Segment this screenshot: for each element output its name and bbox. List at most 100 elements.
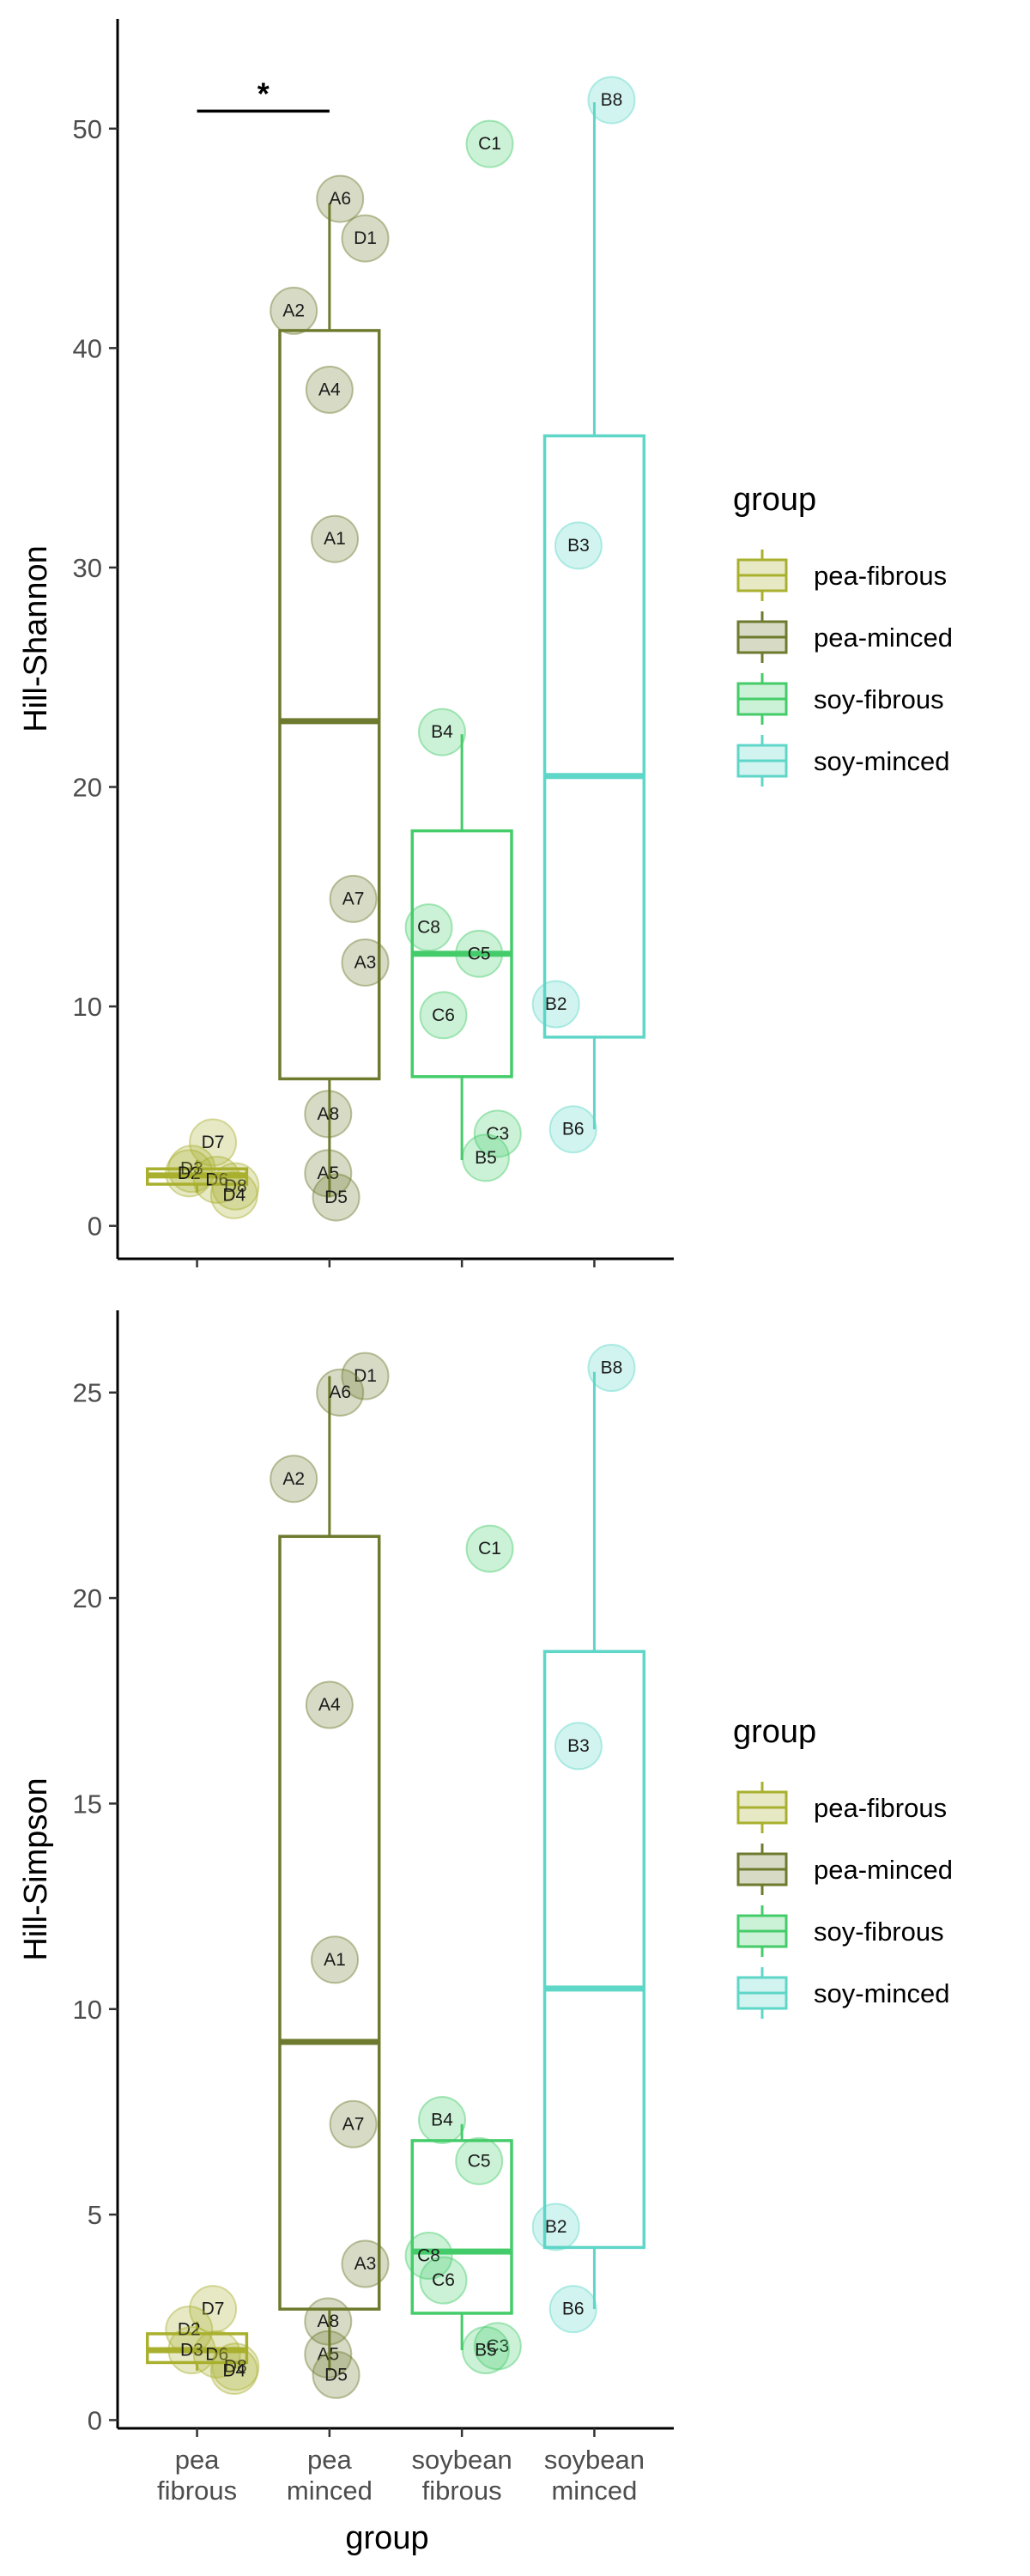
legend-label: pea-fibrous xyxy=(814,1793,947,1823)
point-marker xyxy=(404,903,453,952)
y-tick-label-30: 30 xyxy=(73,553,102,583)
point-A5: A5 xyxy=(304,1149,353,1198)
point-marker xyxy=(312,2350,360,2399)
point-marker xyxy=(304,1090,353,1139)
x-tick-label-soybean-minced: soybean minced xyxy=(544,2445,645,2506)
point-label: D6 xyxy=(205,2344,228,2364)
y-axis-title: Hill-Shannon xyxy=(18,545,54,732)
point-label: B8 xyxy=(601,1358,623,1378)
point-label: C3 xyxy=(486,2336,509,2356)
point-D2: D2 xyxy=(165,1149,214,1198)
y-tick-label-50: 50 xyxy=(73,114,102,144)
point-label: C3 xyxy=(486,1124,509,1144)
point-label: D5 xyxy=(324,1188,348,1207)
box-soy-minced xyxy=(542,1371,646,2310)
point-A8: A8 xyxy=(304,1090,353,1139)
point-D5: D5 xyxy=(312,1173,360,1222)
point-marker xyxy=(461,1133,510,1182)
legend: group pea-fibrous pea-minced soy-fibrous soy… xyxy=(733,1714,953,2019)
point-marker xyxy=(329,874,378,923)
point-label: B5 xyxy=(475,1148,497,1168)
point-C5: C5 xyxy=(455,2136,504,2185)
box-soy-fibrous xyxy=(410,2123,513,2351)
y-tick-label-5: 5 xyxy=(88,2200,102,2230)
point-label: B2 xyxy=(545,2217,567,2237)
point-label: A3 xyxy=(354,952,377,972)
point-label: A5 xyxy=(317,1163,339,1183)
legend-label: pea-minced xyxy=(814,623,953,653)
point-label: B8 xyxy=(601,90,623,110)
point-A4: A4 xyxy=(305,1680,354,1729)
point-marker xyxy=(312,1173,360,1222)
x-tick-label-line: minced xyxy=(551,2476,637,2506)
point-marker xyxy=(455,2136,504,2185)
x-tick-label-line: pea xyxy=(307,2445,352,2475)
point-marker xyxy=(531,980,580,1029)
point-label: D8 xyxy=(224,2357,247,2377)
point-label: D4 xyxy=(222,1185,245,1205)
point-marker xyxy=(341,214,390,263)
point-label: A6 xyxy=(329,189,351,209)
point-label: D1 xyxy=(354,1366,377,1386)
legend-entry-soy-fibrous: soy-fibrous xyxy=(736,1905,944,1957)
point-marker xyxy=(211,1162,260,1211)
point-marker xyxy=(587,76,636,125)
point-label: A1 xyxy=(324,1950,346,1970)
point-D6: D6 xyxy=(192,2330,241,2379)
point-marker xyxy=(329,2099,378,2148)
point-label: A5 xyxy=(317,2344,339,2364)
point-label: A2 xyxy=(282,1469,305,1489)
point-marker xyxy=(311,1935,360,1984)
point-D4: D4 xyxy=(209,2346,258,2395)
box-iqr xyxy=(542,1649,646,2250)
box-soy-minced xyxy=(542,102,646,1130)
point-A4: A4 xyxy=(305,365,354,414)
point-D3: D3 xyxy=(167,2326,216,2375)
point-C1: C1 xyxy=(465,1524,514,1573)
point-label: B3 xyxy=(567,1736,590,1756)
point-C3: C3 xyxy=(473,1109,522,1158)
legend-title: group xyxy=(733,1714,816,1750)
point-A6: A6 xyxy=(316,1368,365,1417)
point-label: A8 xyxy=(317,2312,339,2331)
point-marker xyxy=(305,365,354,414)
legend-label: pea-fibrous xyxy=(814,561,947,591)
point-A5: A5 xyxy=(304,2330,353,2379)
box-pea-fibrous xyxy=(145,1159,249,1194)
point-label: A4 xyxy=(318,1695,341,1715)
point-label: D6 xyxy=(205,1170,228,1189)
point-B4: B4 xyxy=(418,708,466,756)
point-B2: B2 xyxy=(531,2202,580,2251)
point-A1: A1 xyxy=(311,1935,360,1984)
y-tick-label-0: 0 xyxy=(88,2405,102,2435)
point-label: B5 xyxy=(475,2341,497,2360)
point-marker xyxy=(311,514,360,563)
point-marker xyxy=(419,991,468,1040)
point-marker xyxy=(341,1352,390,1400)
point-label: C6 xyxy=(432,2270,455,2290)
x-tick-label-soybean-fibrous: soybean fibrous xyxy=(412,2445,512,2506)
point-marker xyxy=(209,2346,258,2395)
x-tick-label-line: soybean xyxy=(412,2445,512,2475)
point-A8: A8 xyxy=(304,2297,353,2346)
point-marker xyxy=(270,1455,318,1504)
significance-label: * xyxy=(258,76,270,111)
point-B6: B6 xyxy=(548,2285,597,2334)
y-axis-title: Hill-Simpson xyxy=(18,1777,54,1960)
point-marker xyxy=(473,2322,522,2371)
point-marker xyxy=(473,1109,522,1158)
point-label: D7 xyxy=(202,1133,225,1152)
x-tick-label-pea-fibrous: pea fibrous xyxy=(157,2445,237,2506)
legend-label: pea-minced xyxy=(814,1855,953,1885)
point-marker xyxy=(461,2326,510,2375)
point-label: B6 xyxy=(562,2300,585,2319)
point-label: C8 xyxy=(417,918,440,938)
point-marker xyxy=(209,1170,258,1219)
point-D3: D3 xyxy=(167,1145,216,1194)
x-tick-label-line: fibrous xyxy=(157,2476,237,2506)
point-marker xyxy=(587,1344,636,1393)
y-tick-label-10: 10 xyxy=(73,1995,102,2025)
point-B8: B8 xyxy=(587,1344,636,1393)
